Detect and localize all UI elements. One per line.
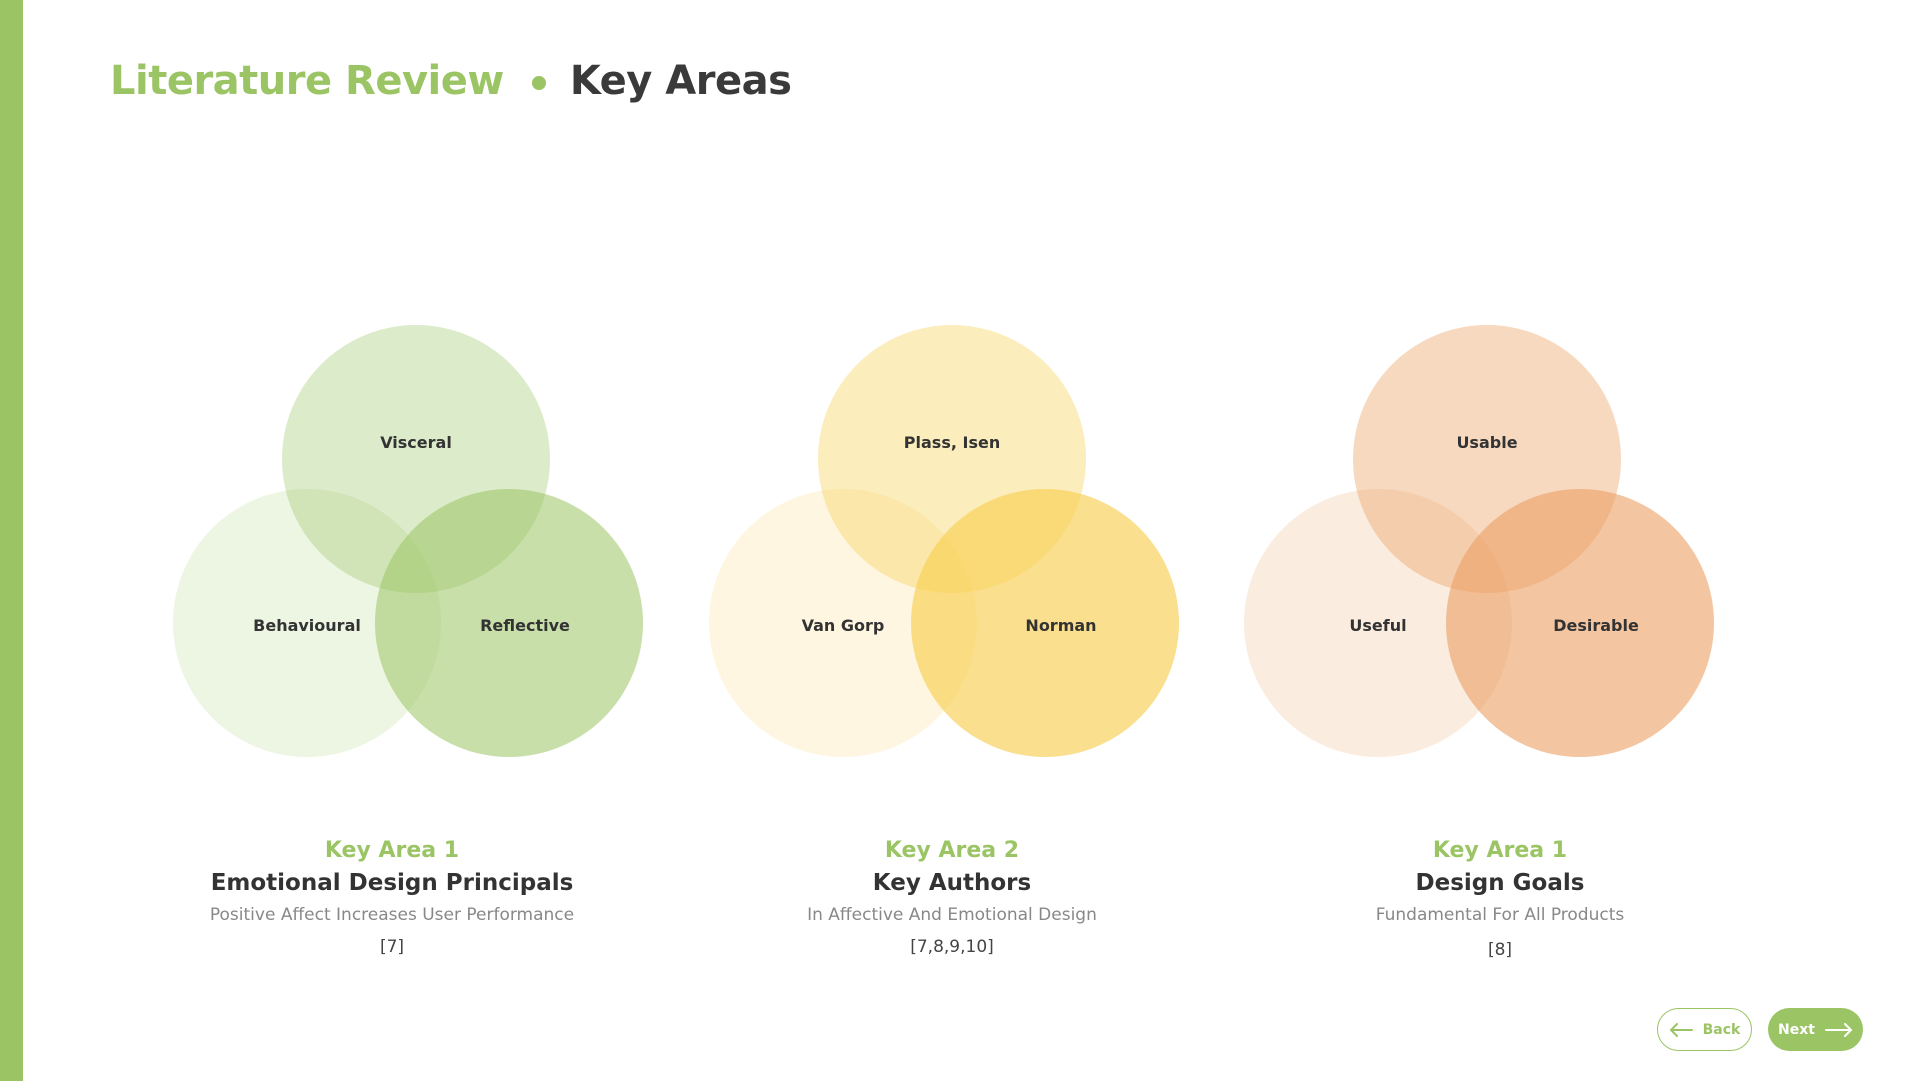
key-area-caption-1: Key Area 1 Emotional Design Principals P…: [132, 836, 652, 964]
venn-diagram-2: Plass, Isen Van Gorp Norman: [709, 325, 1179, 757]
venn-label-left: Useful: [1349, 616, 1406, 635]
key-area-reference: [7,8,9,10]: [910, 937, 994, 957]
venn-label-right: Norman: [1025, 616, 1096, 635]
section-title: Literature Review: [110, 58, 504, 104]
venn-label-top: Plass, Isen: [904, 433, 1000, 452]
key-area-subtitle: Positive Affect Increases User Performan…: [209, 905, 575, 925]
venn-circle-right: [375, 489, 643, 757]
venn-label-right: Reflective: [480, 616, 570, 635]
venn-diagram-1: Visceral Behavioural Reflective: [173, 325, 643, 757]
key-area-title: Key Authors: [872, 870, 1032, 896]
venn-label-left: Behavioural: [253, 616, 361, 635]
key-area-reference: [8]: [1487, 940, 1513, 960]
venn-circle-right: [1446, 489, 1714, 757]
page-title: Literature Review Key Areas: [110, 58, 792, 104]
venn-circle-right: [911, 489, 1179, 757]
arrow-right-icon: [1824, 1022, 1853, 1037]
accent-sidebar-bar: [0, 0, 23, 1081]
key-area-caption-2: Key Area 2 Key Authors In Affective And …: [692, 836, 1212, 964]
key-area-label: Key Area 2: [884, 838, 1020, 863]
key-area-reference: [7]: [379, 937, 405, 957]
key-area-title: Design Goals: [1415, 870, 1585, 896]
venn-diagram-3: Usable Useful Desirable: [1244, 325, 1714, 757]
venn-circle-left: [1244, 489, 1512, 757]
venn-label-top: Usable: [1456, 433, 1517, 452]
venn-label-left: Van Gorp: [802, 616, 885, 635]
venn-label-top: Visceral: [380, 433, 452, 452]
arrow-left-icon: [1669, 1022, 1693, 1037]
bullet-dot-icon: [531, 76, 546, 90]
next-button[interactable]: Next: [1768, 1008, 1863, 1051]
venn-circle-left: [709, 489, 977, 757]
page-heading: Key Areas: [569, 58, 792, 104]
next-label: Next: [1778, 1021, 1815, 1038]
back-button[interactable]: Back: [1657, 1008, 1752, 1051]
back-label: Back: [1702, 1021, 1741, 1038]
venn-label-right: Desirable: [1553, 616, 1639, 635]
key-area-label: Key Area 1: [1432, 838, 1568, 863]
key-area-caption-3: Key Area 1 Design Goals Fundamental For …: [1240, 836, 1760, 967]
key-area-subtitle: Fundamental For All Products: [1375, 905, 1625, 925]
venn-circle-left: [173, 489, 441, 757]
key-area-label: Key Area 1: [324, 838, 460, 863]
key-area-title: Emotional Design Principals: [210, 870, 574, 896]
key-area-subtitle: In Affective And Emotional Design: [807, 905, 1097, 925]
